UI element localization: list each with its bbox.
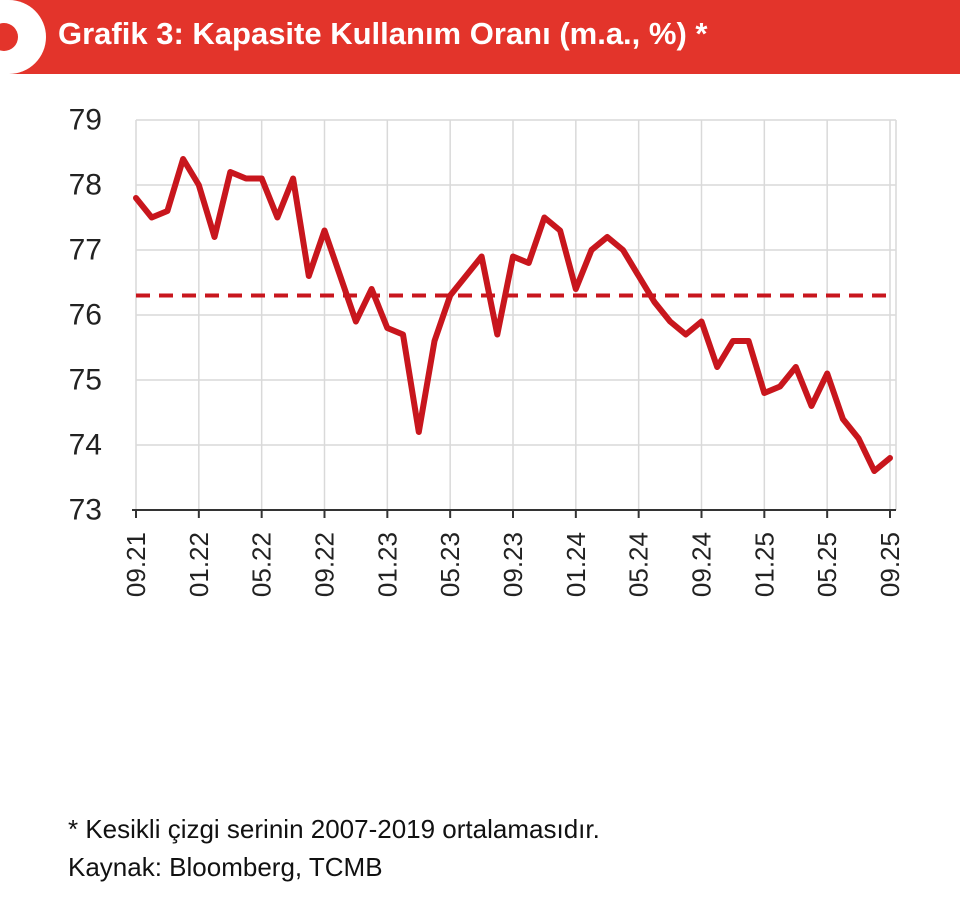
footnote-source: Kaynak: Bloomberg, TCMB (68, 852, 383, 882)
x-tick-label: 09.25 (875, 532, 905, 597)
x-axis-ticks: 09.21 01.22 05.22 09.22 01.23 05.23 09.23 01.24… (121, 510, 905, 597)
x-tick-label: 01.22 (184, 532, 214, 597)
x-tick-label: 05.23 (435, 532, 465, 597)
y-tick-label: 77 (69, 234, 102, 267)
x-tick-label: 09.23 (498, 532, 528, 597)
y-tick-label: 78 (69, 169, 102, 202)
x-tick-label: 01.23 (372, 532, 402, 597)
y-tick-label: 76 (69, 299, 102, 332)
y-tick-label: 79 (69, 104, 102, 137)
y-tick-label: 73 (69, 494, 102, 527)
line-chart: 73 74 75 76 77 78 79 09.21 01.22 05.22 09.22 01.23… (69, 104, 905, 598)
x-tick-label: 05.25 (812, 532, 842, 597)
x-tick-label: 05.24 (624, 532, 654, 597)
x-tick-label: 01.25 (749, 532, 779, 597)
x-tick-label: 05.22 (247, 532, 277, 597)
y-tick-label: 74 (69, 429, 102, 462)
capacity-utilization-line (133, 156, 893, 474)
x-tick-label: 01.24 (561, 532, 591, 597)
y-axis-ticks: 73 74 75 76 77 78 79 (69, 104, 102, 527)
footnote-note: * Kesikli çizgi serinin 2007-2019 ortala… (68, 814, 600, 844)
chart-title: Grafik 3: Kapasite Kullanım Oranı (m.a.,… (58, 16, 708, 51)
y-tick-label: 75 (69, 364, 102, 397)
title-banner: Grafik 3: Kapasite Kullanım Oranı (m.a.,… (0, 0, 960, 74)
x-tick-label: 09.24 (687, 532, 717, 597)
x-tick-label: 09.21 (121, 532, 151, 597)
footnotes: * Kesikli çizgi serinin 2007-2019 ortala… (68, 810, 600, 886)
banner-dot-icon (0, 23, 18, 51)
x-tick-label: 09.22 (310, 532, 340, 597)
